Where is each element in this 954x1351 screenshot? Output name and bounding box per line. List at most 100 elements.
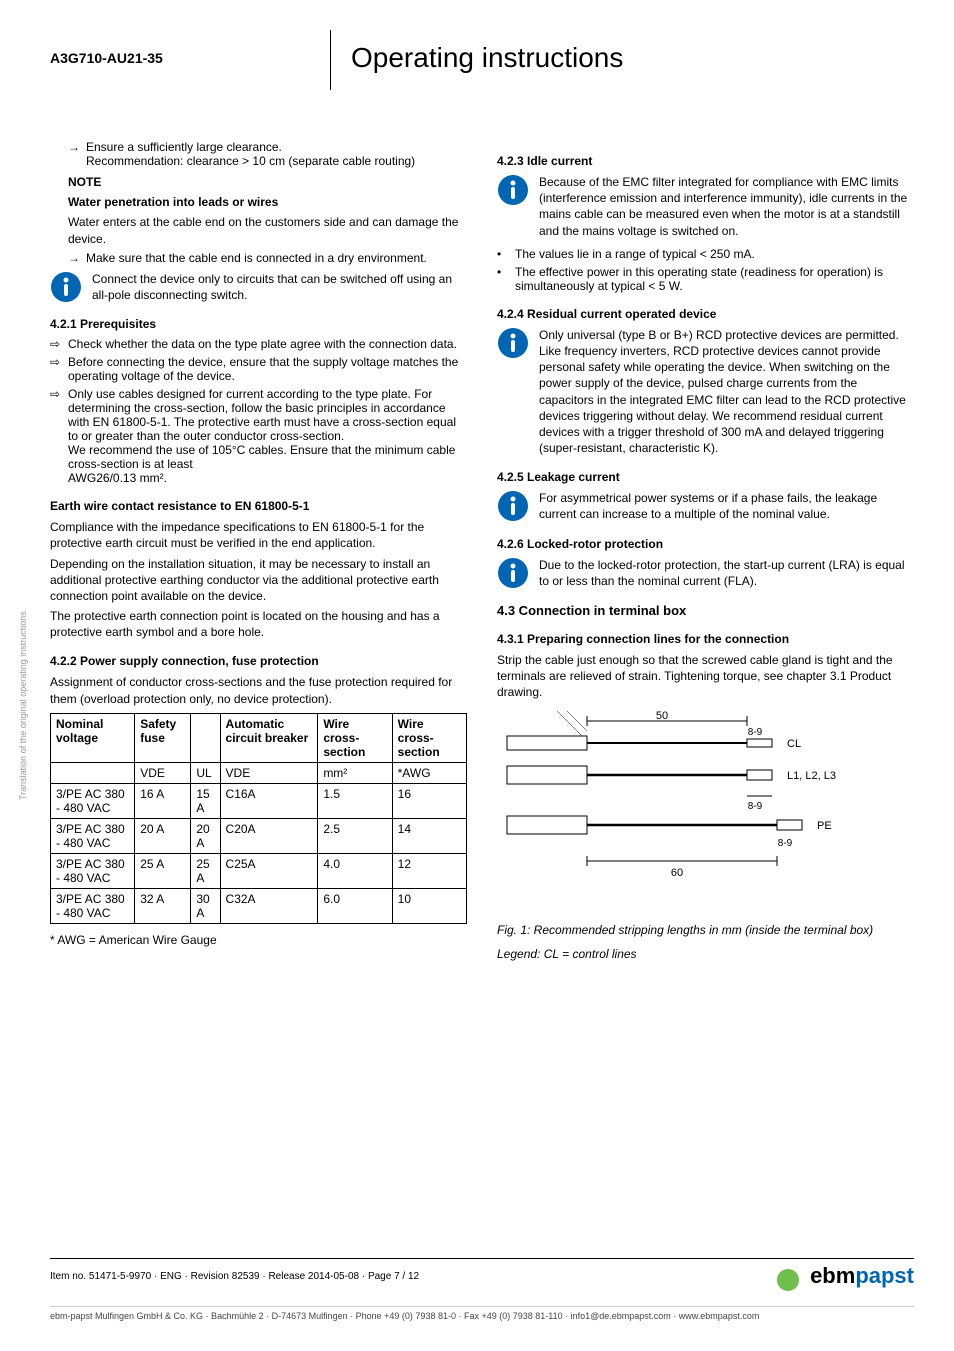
water-heading: Water penetration into leads or wires [68,194,467,210]
sidebar-translation-note: Translation of the original operating in… [18,611,28,800]
clearance-text: Ensure a sufficiently large clearance. [86,140,282,154]
th-blank [191,713,220,762]
earth-p2: Depending on the installation situation,… [50,556,467,605]
logo-papst: papst [855,1263,914,1288]
sub-ul: UL [191,762,220,783]
bullet-icon: ⇨ [50,337,68,351]
info-icon [497,174,529,206]
prereq-3a-text: Only use cables designed for current acc… [68,387,456,443]
heading-425: 4.2.5 Leakage current [497,470,914,484]
th-awg: Wire cross-section [392,713,466,762]
prereq-1-text: Check whether the data on the type plate… [68,337,457,351]
page-header: A3G710-AU21-35 Operating instructions [50,30,914,90]
table-row: 3/PE AC 380 - 480 VAC 25 A 25 A C25A 4.0… [51,853,467,888]
dim-60: 60 [671,867,683,879]
th-breaker: Automatic circuit breaker [220,713,318,762]
table-row: 3/PE AC 380 - 480 VAC 16 A 15 A C16A 1.5… [51,783,467,818]
greentech-badge-icon [777,1269,799,1291]
dim-89-1: 8-9 [748,727,763,738]
heading-424: 4.2.4 Residual current operated device [497,307,914,321]
dim-89-3: 8-9 [778,838,793,849]
dim-50: 50 [656,711,668,722]
bullet-icon: ⇨ [50,387,68,485]
page-title: Operating instructions [351,30,623,74]
prereq-item-1: ⇨ Check whether the data on the type pla… [50,337,467,351]
bullet-icon: ⇨ [50,355,68,383]
header-divider [330,30,331,90]
heading-422: 4.2.2 Power supply connection, fuse prot… [50,654,467,668]
idle-b2: • The effective power in this operating … [497,265,914,293]
info-icon [50,271,82,303]
info-icon [497,327,529,359]
info-disconnect-row: Connect the device only to circuits that… [50,271,467,303]
earth-heading: Earth wire contact resistance to EN 6180… [50,499,467,513]
sub-blank [51,762,135,783]
right-column: 4.2.3 Idle current Because of the EMC fi… [497,140,914,966]
heading-431: 4.3.1 Preparing connection lines for the… [497,632,914,646]
info-icon [497,557,529,589]
idle-b2-text: The effective power in this operating st… [515,265,914,293]
heading-423: 4.2.3 Idle current [497,154,914,168]
info-425: For asymmetrical power systems or if a p… [497,490,914,522]
earth-p3: The protective earth connection point is… [50,608,467,640]
info-disconnect-text: Connect the device only to circuits that… [92,271,467,303]
label-l1l2l3: L1, L2, L3 [787,770,836,782]
earth-p1: Compliance with the impedance specificat… [50,519,467,551]
fuse-table: Nominal voltage Safety fuse Automatic ci… [50,713,467,924]
table-footnote: * AWG = American Wire Gauge [50,932,467,948]
heading-421: 4.2.1 Prerequisites [50,317,467,331]
fig1-legend: Legend: CL = control lines [497,946,914,962]
s422-intro: Assignment of conductor cross-sections a… [50,674,467,706]
idle-b1: • The values lie in a range of typical <… [497,247,914,261]
heading-426: 4.2.6 Locked-rotor protection [497,537,914,551]
water-body: Water enters at the cable end on the cus… [68,214,467,246]
prereq-item-2: ⇨ Before connecting the device, ensure t… [50,355,467,383]
arrow-icon: → [68,251,86,265]
info-425-text: For asymmetrical power systems or if a p… [539,490,914,522]
water-action-item: → Make sure that the cable end is connec… [68,251,467,265]
ebmpapst-logo: ebmpapst [810,1263,914,1288]
sub-vde2: VDE [220,762,318,783]
heading-43: 4.3 Connection in terminal box [497,603,914,618]
info-426: Due to the locked-rotor protection, the … [497,557,914,589]
info-423: Because of the EMC filter integrated for… [497,174,914,239]
water-action: Make sure that the cable end is connecte… [86,251,427,265]
left-column: → Ensure a sufficiently large clearance.… [50,140,467,966]
two-column-layout: → Ensure a sufficiently large clearance.… [50,140,914,966]
footer-logo-group: ebmpapst [777,1263,914,1291]
sub-awg: *AWG [392,762,466,783]
bullet-icon: • [497,265,515,293]
prereq-3b-text: We recommend the use of 105°C cables. En… [68,443,455,471]
th-safety: Safety fuse [135,713,191,762]
prereq-3c-text: AWG26/0.13 mm². [68,471,167,485]
arrow-icon: → [68,140,86,168]
fig1-caption: Fig. 1: Recommended stripping lengths in… [497,922,914,938]
prereq-item-3: ⇨ Only use cables designed for current a… [50,387,467,485]
footer-bar: Item no. 51471-5-9970 · ENG · Revision 8… [50,1258,914,1291]
table-row: 3/PE AC 380 - 480 VAC 20 A 20 A C20A 2.5… [51,818,467,853]
th-mm2: Wire cross-section [318,713,392,762]
label-cl: CL [787,738,801,750]
clearance-item: → Ensure a sufficiently large clearance.… [68,140,467,168]
footer-legal: ebm-papst Mulfingen GmbH & Co. KG · Bach… [50,1306,914,1321]
s431-body: Strip the cable just enough so that the … [497,652,914,701]
stripping-diagram: 50 CL 8-9 L1, L2, L3 8-9 PE [497,711,914,914]
info-424: Only universal (type B or B+) RCD protec… [497,327,914,457]
sub-vde: VDE [135,762,191,783]
logo-ebm: ebm [810,1263,855,1288]
prereq-2-text: Before connecting the device, ensure tha… [68,355,467,383]
note-label: NOTE [68,174,467,190]
footer-item-line: Item no. 51471-5-9970 · ENG · Revision 8… [50,1271,419,1282]
info-423-text: Because of the EMC filter integrated for… [539,174,914,239]
table-row: 3/PE AC 380 - 480 VAC 32 A 30 A C32A 6.0… [51,888,467,923]
clearance-rec: Recommendation: clearance > 10 cm (separ… [86,154,415,168]
info-icon [497,490,529,522]
bullet-icon: • [497,247,515,261]
label-pe: PE [817,820,832,832]
idle-b1-text: The values lie in a range of typical < 2… [515,247,755,261]
product-code: A3G710-AU21-35 [50,30,330,66]
th-nominal: Nominal voltage [51,713,135,762]
info-424-text: Only universal (type B or B+) RCD protec… [539,327,914,457]
sub-mm2: mm² [318,762,392,783]
info-426-text: Due to the locked-rotor protection, the … [539,557,914,589]
